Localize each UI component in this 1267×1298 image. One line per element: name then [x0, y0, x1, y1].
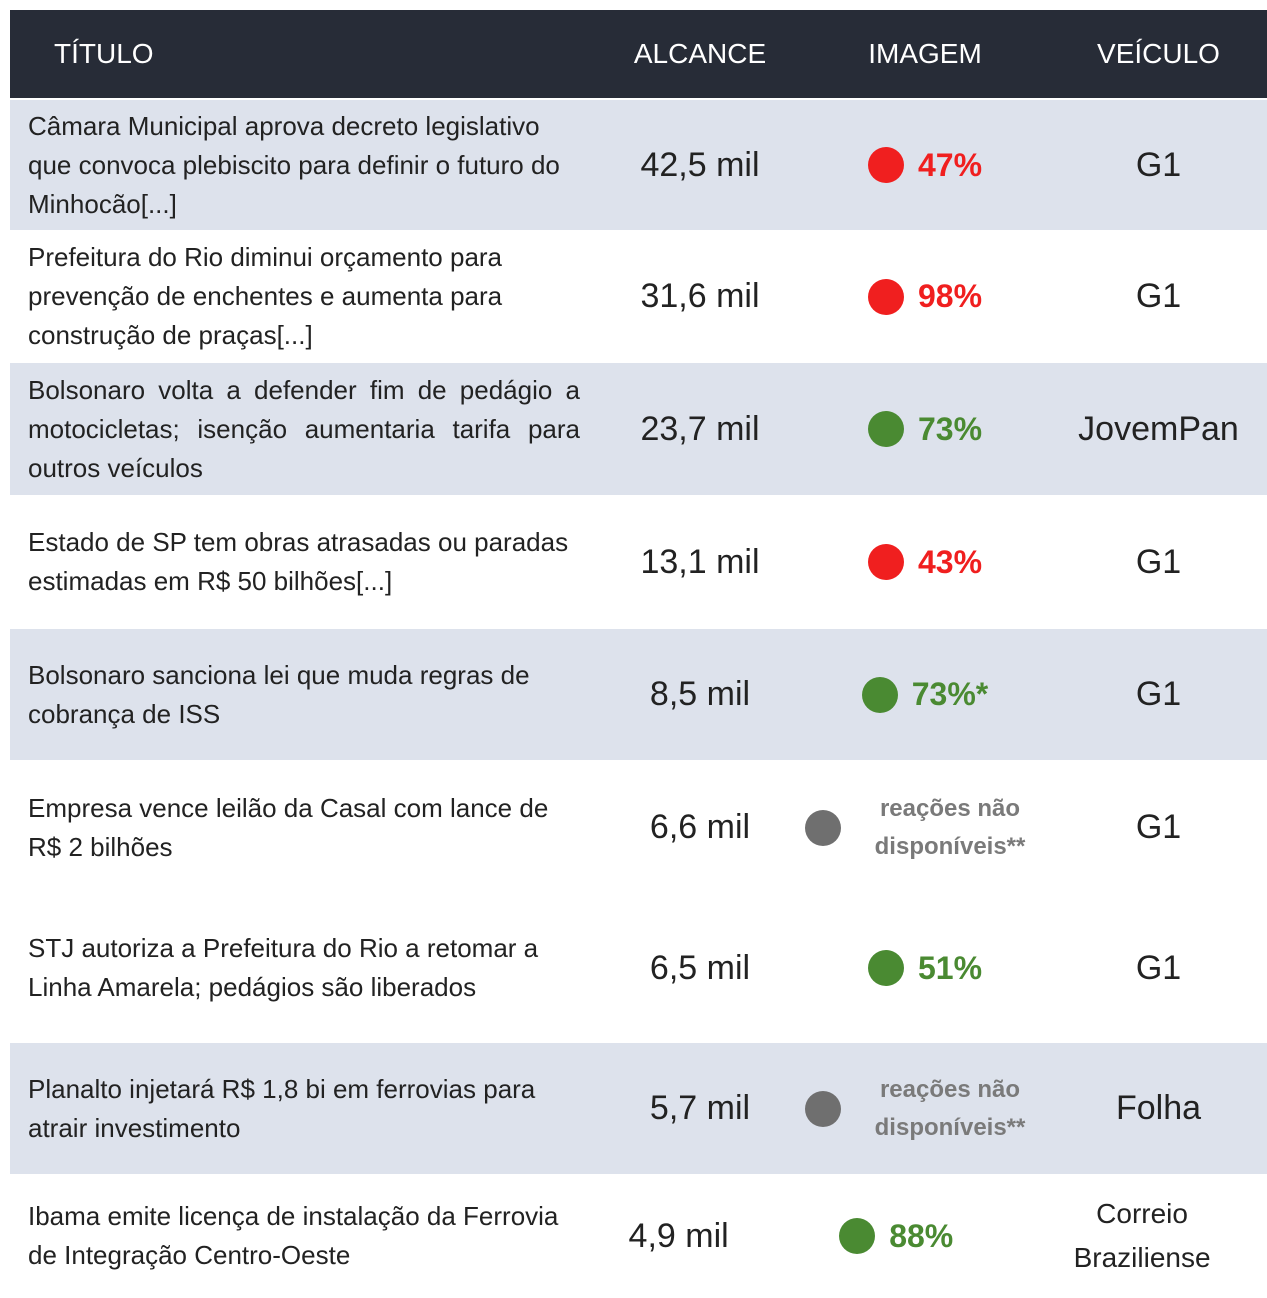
- reach-cell: 8,5 mil: [649, 675, 751, 713]
- table-row: Planalto injetará R$ 1,8 bi em ferrovias…: [10, 1043, 1267, 1176]
- reach-cell: 13,1 mil: [640, 542, 760, 581]
- reach-cell: 4,9 mil: [628, 1216, 729, 1255]
- table-row: STJ autoriza a Prefeitura do Rio a retom…: [10, 895, 1267, 1043]
- sentiment-dot: [861, 676, 898, 713]
- vehicle-cell: G1: [1135, 145, 1182, 184]
- reach-cell: 42,5 mil: [640, 145, 760, 184]
- image-cell: 98%: [800, 278, 1050, 315]
- sentiment-dot: [867, 544, 904, 580]
- header-row: TÍTULO ALCANCE IMAGEM VEÍCULO: [10, 10, 1267, 100]
- title-cell: Prefeitura do Rio diminui orçamento para…: [28, 242, 503, 350]
- table-row: Bolsonaro volta a defender fim de pedági…: [10, 363, 1267, 497]
- image-cell: 51%: [800, 950, 1050, 987]
- reach-cell: 23,7 mil: [640, 409, 760, 448]
- image-value: 43%: [917, 543, 983, 580]
- image-value: 47%: [917, 146, 983, 183]
- table-row: Bolsonaro sanciona lei que muda regras d…: [10, 629, 1267, 762]
- sentiment-dot: [867, 278, 904, 315]
- header-cell: ALCANCE: [633, 38, 767, 69]
- image-cell: 47%: [800, 147, 1050, 184]
- image-cell: 88%: [775, 1218, 1017, 1255]
- image-value: 73%: [917, 410, 983, 447]
- table-row: Ibama emite licença de instalação da Fer…: [10, 1176, 1267, 1298]
- title-cell: Câmara Municipal aprova decreto legislat…: [28, 110, 560, 219]
- vehicle-cell: G1: [1135, 808, 1182, 846]
- title-cell: Bolsonaro volta a defender fim de pedági…: [28, 374, 580, 483]
- image-cell: 73%*: [800, 676, 1050, 713]
- table-row: Câmara Municipal aprova decreto legislat…: [10, 100, 1267, 232]
- image-value: 88%: [889, 1217, 954, 1254]
- title-cell: Estado de SP tem obras atrasadas ou para…: [28, 527, 569, 596]
- sentiment-dot: [805, 1090, 841, 1127]
- image-value: reações não disponíveis**: [874, 794, 1026, 860]
- table-row: Estado de SP tem obras atrasadas ou para…: [10, 497, 1267, 629]
- image-cell: reações não disponíveis**: [800, 1071, 1050, 1147]
- image-cell: reações não disponíveis**: [800, 790, 1050, 866]
- vehicle-cell: JovemPan: [1078, 409, 1239, 448]
- reach-cell: 31,6 mil: [640, 277, 760, 315]
- vehicle-cell: G1: [1135, 948, 1182, 987]
- image-value: 73%*: [911, 676, 989, 712]
- sentiment-dot: [805, 809, 841, 846]
- table: TÍTULO ALCANCE IMAGEM VEÍCULO Câmara Mun…: [10, 10, 1267, 1298]
- title-cell: Empresa vence leilão da Casal com lance …: [28, 792, 549, 862]
- image-value: 98%: [917, 278, 983, 314]
- sentiment-dot: [867, 147, 904, 183]
- reach-cell: 5,7 mil: [649, 1089, 751, 1127]
- sentiment-dot: [839, 1218, 876, 1254]
- table-row: Empresa vence leilão da Casal com lance …: [10, 762, 1267, 895]
- title-cell: Ibama emite licença de instalação da Fer…: [28, 1201, 559, 1270]
- title-cell: Planalto injetará R$ 1,8 bi em ferrovias…: [28, 1073, 536, 1143]
- image-cell: 43%: [800, 544, 1050, 581]
- header-cell: TÍTULO: [54, 38, 154, 69]
- title-cell: Bolsonaro sanciona lei que muda regras d…: [28, 659, 530, 729]
- image-value: 51%: [917, 949, 983, 986]
- sentiment-dot: [867, 950, 904, 986]
- vehicle-cell: Folha: [1115, 1089, 1202, 1127]
- header-cell: IMAGEM: [868, 38, 982, 69]
- vehicle-cell: G1: [1135, 542, 1182, 581]
- vehicle-cell: Correio Braziliense: [1073, 1198, 1211, 1273]
- reach-cell: 6,5 mil: [649, 948, 751, 987]
- sentiment-dot: [867, 411, 904, 447]
- header-cell: VEÍCULO: [1097, 38, 1220, 69]
- vehicle-cell: G1: [1135, 675, 1182, 713]
- title-cell: STJ autoriza a Prefeitura do Rio a retom…: [28, 933, 539, 1002]
- image-cell: 73%: [800, 411, 1050, 448]
- image-value: reações não disponíveis**: [874, 1075, 1026, 1141]
- reach-cell: 6,6 mil: [649, 808, 751, 846]
- vehicle-cell: G1: [1135, 277, 1182, 315]
- table-row: Prefeitura do Rio diminui orçamento para…: [10, 232, 1267, 363]
